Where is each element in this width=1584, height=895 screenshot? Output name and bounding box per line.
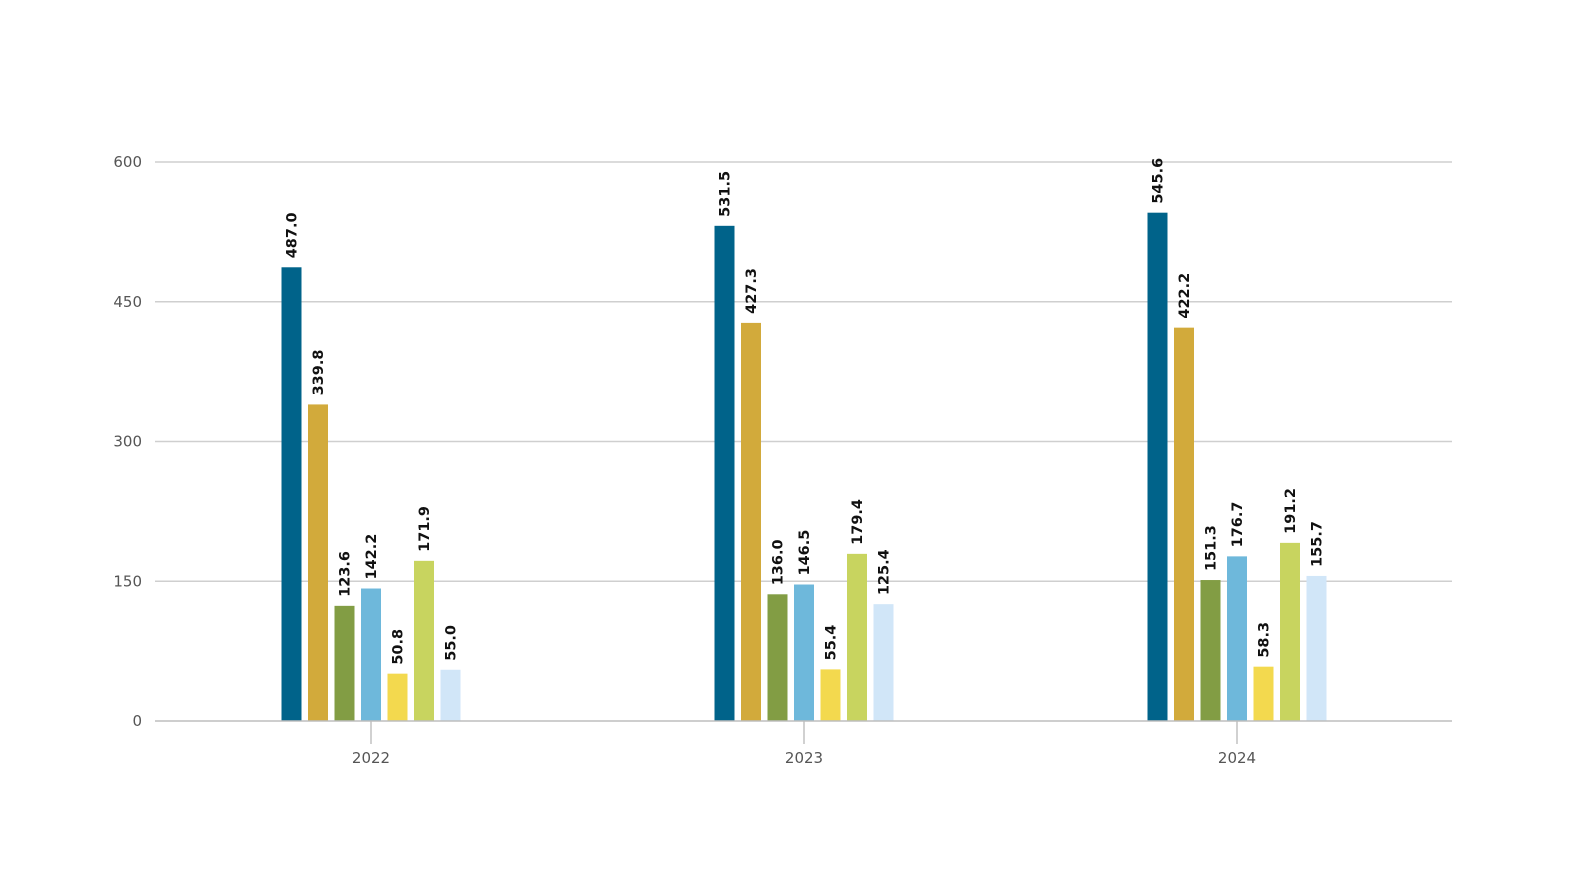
data-label-2024-series-3: 151.3 <box>1204 525 1220 571</box>
data-label-2023-series-2: 427.3 <box>744 268 760 314</box>
data-label-2022-series-1: 487.0 <box>285 212 301 258</box>
bar-2024-series-6 <box>1280 542 1300 721</box>
y-tick-label-150: 150 <box>113 572 142 590</box>
data-label-2024-series-5: 58.3 <box>1257 622 1273 658</box>
bar-2023-series-1 <box>714 225 735 722</box>
data-label-2023-series-7: 125.4 <box>877 549 893 595</box>
bar-2022-series-5 <box>387 673 408 721</box>
bar-2024-series-3 <box>1200 580 1221 721</box>
bar-2024-series-4 <box>1227 556 1247 721</box>
bar-2023-series-5 <box>820 669 841 721</box>
data-label-2022-series-3: 123.6 <box>338 551 354 597</box>
bar-2023-series-7 <box>873 604 894 721</box>
data-label-2023-series-1: 531.5 <box>718 171 734 217</box>
data-label-2022-series-4: 142.2 <box>364 534 380 580</box>
data-label-2023-series-3: 136.0 <box>771 539 787 585</box>
data-label-2022-series-6: 171.9 <box>417 506 433 552</box>
x-tick-label-2024: 2024 <box>1218 749 1256 767</box>
data-label-2024-series-7: 155.7 <box>1310 521 1326 567</box>
bar-2022-series-4 <box>361 588 381 721</box>
data-label-2023-series-5: 55.4 <box>824 625 840 661</box>
data-label-2023-series-6: 179.4 <box>850 499 866 545</box>
bar-2024-series-5 <box>1253 666 1274 721</box>
data-label-2022-series-7: 55.0 <box>444 625 460 661</box>
y-tick-label-600: 600 <box>113 153 142 171</box>
data-label-2024-series-4: 176.7 <box>1230 501 1246 547</box>
bar-2024-series-1 <box>1147 212 1168 721</box>
data-label-2024-series-1: 545.6 <box>1151 158 1167 204</box>
data-label-2022-series-5: 50.8 <box>391 629 407 665</box>
bar-2023-series-2 <box>741 322 761 721</box>
grid-layer <box>155 161 1452 582</box>
bars-layer <box>281 212 1327 722</box>
bar-2023-series-4 <box>794 584 814 721</box>
data-label-2024-series-6: 191.2 <box>1283 488 1299 534</box>
y-tick-label-450: 450 <box>113 293 142 311</box>
x-tick-label-2023: 2023 <box>785 749 823 767</box>
bar-2022-series-1 <box>281 267 302 721</box>
axis-layer: 0 150 300 450 600 2022 2023 2024 <box>113 153 1452 767</box>
bar-2022-series-6 <box>414 560 434 721</box>
y-tick-label-300: 300 <box>113 433 142 451</box>
bar-2024-series-7 <box>1306 575 1327 721</box>
bar-2023-series-6 <box>847 553 867 721</box>
x-tick-label-2022: 2022 <box>352 749 390 767</box>
data-label-2022-series-2: 339.8 <box>311 350 327 396</box>
y-tick-label-0: 0 <box>132 712 142 730</box>
bar-2022-series-2 <box>308 404 328 721</box>
data-label-2024-series-2: 422.2 <box>1177 273 1193 319</box>
bar-2022-series-3 <box>334 605 355 721</box>
bar-2023-series-3 <box>767 594 788 721</box>
data-labels-layer: 487.0 339.8 123.6 142.2 50.8 171.9 55.0 531.5 42… <box>285 158 1326 665</box>
data-label-2023-series-4: 146.5 <box>797 530 813 576</box>
bar-2024-series-2 <box>1174 327 1194 721</box>
bar-2022-series-7 <box>440 669 461 721</box>
